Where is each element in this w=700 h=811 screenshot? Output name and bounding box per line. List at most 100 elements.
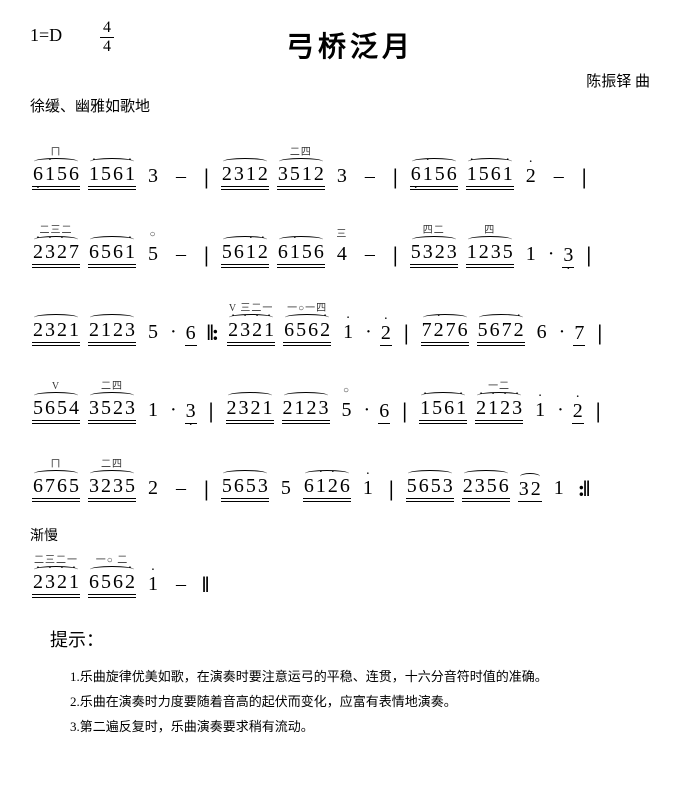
- dash: –: [357, 244, 383, 268]
- repeat-bar: ‖:: [203, 322, 221, 346]
- note-group: 2: [380, 307, 392, 346]
- barline: |: [387, 166, 404, 190]
- score-line: V5654二四35231·3|23212123○5·6|1561一二21231·…: [30, 374, 670, 424]
- dash: –: [168, 574, 194, 598]
- time-signature: 4 4: [100, 20, 114, 55]
- dot: ·: [168, 322, 179, 346]
- tip-item: 3.第二遍反复时，乐曲演奏要求稍有流动。: [50, 716, 650, 735]
- note-group: 2312: [221, 148, 269, 190]
- repeat-bar: ‖: [198, 574, 211, 598]
- dot: ·: [546, 244, 557, 268]
- note: 1: [339, 308, 357, 346]
- note-group: 2123: [282, 382, 330, 424]
- score-header: 1=D 4 4 弓桥泛月 陈振铎 曲 徐缓、幽雅如歌地: [30, 20, 670, 110]
- score-line: 二三二一2321一○ 二65621–‖: [30, 548, 670, 598]
- dot: ·: [363, 322, 374, 346]
- barline: |: [398, 322, 415, 346]
- barline: |: [396, 400, 413, 424]
- barline: |: [591, 322, 608, 346]
- score-line: ㄇ6765二四32352–|5653561261|56532356321:‖: [30, 452, 670, 502]
- note-group: ㄇ6156: [32, 148, 80, 190]
- barline: |: [576, 166, 593, 190]
- barline: |: [387, 244, 404, 268]
- barline: |: [383, 478, 400, 502]
- note: 5: [144, 308, 162, 346]
- note: ○5: [144, 230, 162, 268]
- note-group: 6561: [88, 226, 136, 268]
- barline: |: [198, 166, 215, 190]
- note-group: 2123: [88, 304, 136, 346]
- note: 2: [522, 152, 540, 190]
- barline: |: [203, 400, 220, 424]
- note-group: 二四3235: [88, 460, 136, 502]
- score-line: 232121235·6‖:V 三二一2321一○一四65621·2|727656…: [30, 296, 670, 346]
- tips-title: 提示：: [50, 626, 650, 652]
- composer: 陈振铎 曲: [586, 70, 650, 91]
- dash: –: [546, 166, 572, 190]
- tips-section: 提示： 1.乐曲旋律优美如歌，在演奏时要注意运弓的平稳、连贯，十六分音符时值的准…: [30, 626, 670, 735]
- note-group: 一○ 二6562: [88, 556, 136, 598]
- note-group: 二三二2327: [32, 226, 80, 268]
- dot: ·: [362, 400, 373, 424]
- note-group: 2: [572, 385, 584, 424]
- music-score: ㄇ615615613–|2312二四35123–|615615612–|二三二2…: [30, 140, 670, 598]
- dot: ·: [168, 400, 179, 424]
- note-group: 5653: [406, 460, 454, 502]
- dash: –: [168, 478, 194, 502]
- note-group: 6: [378, 385, 390, 424]
- note-group: V5654: [32, 382, 80, 424]
- note-group: 二三二一2321: [32, 556, 80, 598]
- note-group: 一二2123: [475, 382, 523, 424]
- repeat-bar: :‖: [574, 478, 592, 502]
- note-group: 5672: [477, 304, 525, 346]
- note-group: ㄇ6765: [32, 460, 80, 502]
- note-group: 二四3512: [277, 148, 325, 190]
- note-group: 6156: [410, 148, 458, 190]
- barline: |: [590, 400, 607, 424]
- note: 1: [359, 464, 377, 502]
- dash: –: [357, 166, 383, 190]
- note-group: 3: [562, 229, 574, 268]
- note: 三4: [333, 230, 351, 268]
- tempo-marking: 徐缓、幽雅如歌地: [30, 95, 150, 116]
- barline: |: [198, 478, 215, 502]
- note: 1: [550, 464, 568, 502]
- note-group: 一○一四6562: [283, 304, 331, 346]
- note-group: 2356: [462, 460, 510, 502]
- section-label: 渐慢: [30, 530, 670, 544]
- note-group: 二四3523: [88, 382, 136, 424]
- note: 3: [144, 152, 162, 190]
- note: 1: [144, 386, 162, 424]
- note: 1: [144, 560, 162, 598]
- note: 6: [533, 308, 551, 346]
- note-group: 6: [185, 307, 197, 346]
- score-line: ㄇ615615613–|2312二四35123–|615615612–|: [30, 140, 670, 190]
- dash: –: [168, 244, 194, 268]
- note-group: 2321: [226, 382, 274, 424]
- note-group: 3: [185, 385, 197, 424]
- note-group: 5653: [221, 460, 269, 502]
- dot: ·: [555, 400, 566, 424]
- barline: |: [198, 244, 215, 268]
- note-group: 6156: [277, 226, 325, 268]
- note: 3: [333, 152, 351, 190]
- piece-title: 弓桥泛月: [286, 25, 414, 65]
- note: 1: [531, 386, 549, 424]
- note-group: 2321: [32, 304, 80, 346]
- dash: –: [168, 166, 194, 190]
- score-line: 二三二23276561○5–|56126156三4–|四二5323四12351·…: [30, 218, 670, 268]
- tip-item: 1.乐曲旋律优美如歌，在演奏时要注意运弓的平稳、连贯，十六分音符时值的准确。: [50, 666, 650, 685]
- note-group: 5612: [221, 226, 269, 268]
- note-group: 四1235: [466, 226, 514, 268]
- barline: |: [580, 244, 597, 268]
- note: ○5: [338, 386, 356, 424]
- note-group: V 三二一2321: [227, 304, 275, 346]
- note-group: 6126: [303, 460, 351, 502]
- tip-item: 2.乐曲在演奏时力度要随着音高的起伏而变化，应富有表情地演奏。: [50, 691, 650, 710]
- note-group: 7: [573, 307, 585, 346]
- note-group: 32: [518, 463, 542, 502]
- dot: ·: [557, 322, 568, 346]
- note-group: 四二5323: [410, 226, 458, 268]
- note: 1: [522, 230, 540, 268]
- note-group: 1561: [88, 148, 136, 190]
